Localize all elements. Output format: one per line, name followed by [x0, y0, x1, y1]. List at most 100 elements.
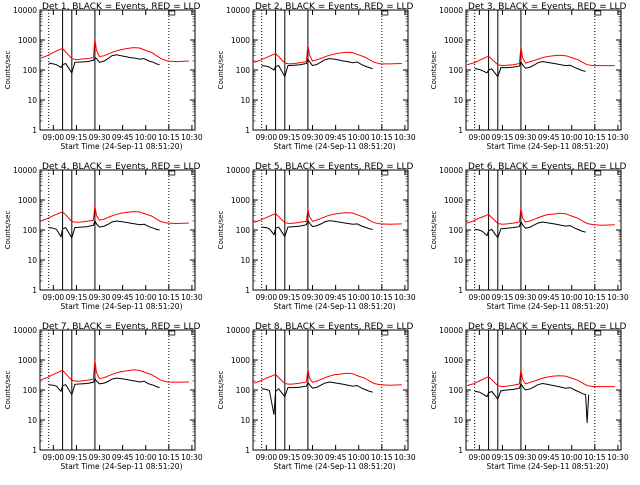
- x-tick-label: 10:15: [158, 293, 180, 302]
- flag-box: [594, 330, 602, 336]
- x-tick-label: 10:00: [348, 293, 370, 302]
- y-tick-label: 100: [449, 66, 464, 75]
- x-axis-label: Start Time (24-Sep-11 08:51:20): [487, 142, 609, 151]
- x-tick-label: 09:45: [112, 293, 134, 302]
- lld-series-line: [253, 368, 402, 386]
- flag-box: [381, 330, 389, 336]
- y-axis-label: Counts/sec: [217, 51, 225, 90]
- x-axis-label: Start Time (24-Sep-11 08:51:20): [61, 462, 183, 471]
- x-tick-label: 09:15: [66, 293, 88, 302]
- y-tick-label: 1: [32, 126, 37, 135]
- plot-frame: [465, 329, 622, 451]
- x-tick-label: 09:15: [66, 453, 88, 462]
- lld-series-line: [253, 44, 402, 65]
- x-tick-label: 09:30: [89, 293, 111, 302]
- x-axis-label: Start Time (24-Sep-11 08:51:20): [274, 462, 396, 471]
- y-axis-label: Counts/sec: [4, 51, 12, 90]
- y-tick-label: 100: [23, 66, 38, 75]
- y-tick-label: 10: [27, 256, 37, 265]
- x-axis-label: Start Time (24-Sep-11 08:51:20): [61, 142, 183, 151]
- plot-frame: [252, 9, 409, 131]
- y-axis-label: Counts/sec: [217, 371, 225, 410]
- detector-panel: Det 4, BLACK = Events, RED = LLD 1 10 100 10…: [4, 162, 203, 311]
- x-tick-label: 09:00: [469, 293, 491, 302]
- y-tick-label: 100: [23, 386, 38, 395]
- y-tick-label: 10000: [226, 326, 250, 335]
- y-axis-label: Counts/sec: [4, 211, 12, 250]
- y-tick-label: 1000: [444, 356, 463, 365]
- x-tick-label: 10:00: [348, 453, 370, 462]
- events-series-line: [261, 381, 373, 415]
- y-tick-label: 1000: [231, 196, 250, 205]
- x-tick-label: 09:00: [469, 453, 491, 462]
- y-tick-label: 10000: [439, 166, 463, 175]
- x-tick-label: 09:15: [66, 133, 88, 142]
- y-tick-label: 10000: [13, 326, 37, 335]
- panel-title: Det 5, BLACK = Events, RED = LLD: [255, 162, 414, 172]
- panel-title: Det 1, BLACK = Events, RED = LLD: [42, 2, 201, 12]
- y-tick-label: 1000: [444, 196, 463, 205]
- y-tick-label: 100: [449, 386, 464, 395]
- x-tick-label: 09:30: [302, 133, 324, 142]
- y-tick-label: 1000: [231, 356, 250, 365]
- y-tick-label: 1000: [18, 36, 37, 45]
- events-series-line: [474, 60, 586, 78]
- x-tick-label: 10:15: [371, 453, 393, 462]
- y-tick-label: 1000: [18, 356, 37, 365]
- x-tick-label: 09:30: [302, 293, 324, 302]
- flag-box: [381, 10, 389, 16]
- y-tick-label: 1000: [444, 36, 463, 45]
- y-tick-label: 10: [240, 416, 250, 425]
- x-tick-label: 09:00: [256, 293, 278, 302]
- y-tick-label: 100: [236, 386, 251, 395]
- y-axis-label: Counts/sec: [430, 211, 438, 250]
- x-tick-label: 10:30: [607, 293, 629, 302]
- y-tick-label: 10: [453, 416, 463, 425]
- y-tick-label: 10000: [439, 326, 463, 335]
- x-tick-label: 10:30: [607, 133, 629, 142]
- x-tick-label: 09:30: [89, 133, 111, 142]
- y-tick-label: 1: [245, 286, 250, 295]
- x-tick-label: 09:45: [325, 293, 347, 302]
- x-tick-label: 10:00: [135, 293, 157, 302]
- y-tick-label: 1000: [18, 196, 37, 205]
- detector-panel: Det 1, BLACK = Events, RED = LLD 1 10 100 10…: [4, 2, 203, 151]
- x-tick-label: 09:45: [325, 133, 347, 142]
- flag-box: [594, 10, 602, 16]
- x-tick-label: 09:45: [112, 133, 134, 142]
- plot-frame: [39, 169, 196, 291]
- y-axis-label: Counts/sec: [4, 371, 12, 410]
- events-series-line: [261, 57, 373, 79]
- detector-panel: Det 9, BLACK = Events, RED = LLD 1 10 100 10…: [430, 322, 629, 471]
- lld-series-line: [253, 208, 402, 225]
- x-tick-label: 09:00: [43, 133, 65, 142]
- y-tick-label: 10000: [13, 166, 37, 175]
- y-axis-label: Counts/sec: [217, 211, 225, 250]
- y-tick-label: 10: [27, 416, 37, 425]
- y-tick-label: 10: [240, 256, 250, 265]
- plot-frame: [39, 9, 196, 131]
- y-tick-label: 100: [449, 226, 464, 235]
- panel-title: Det 4, BLACK = Events, RED = LLD: [42, 162, 201, 172]
- x-tick-label: 10:15: [371, 133, 393, 142]
- lld-series-line: [40, 38, 189, 63]
- x-tick-label: 09:00: [256, 453, 278, 462]
- x-tick-label: 10:00: [348, 133, 370, 142]
- x-tick-label: 10:15: [584, 293, 606, 302]
- x-axis-label: Start Time (24-Sep-11 08:51:20): [274, 142, 396, 151]
- x-tick-label: 09:15: [492, 293, 514, 302]
- plot-frame: [252, 169, 409, 291]
- panel-title: Det 3, BLACK = Events, RED = LLD: [468, 2, 627, 12]
- events-series-line: [474, 382, 590, 423]
- x-tick-label: 09:45: [112, 453, 134, 462]
- x-tick-label: 09:45: [538, 453, 560, 462]
- x-tick-label: 10:15: [371, 293, 393, 302]
- y-tick-label: 1: [245, 446, 250, 455]
- y-tick-label: 10000: [226, 166, 250, 175]
- x-tick-label: 10:15: [158, 133, 180, 142]
- x-tick-label: 09:45: [538, 133, 560, 142]
- y-tick-label: 10: [27, 96, 37, 105]
- detector-panel: Det 2, BLACK = Events, RED = LLD 1 10 100 10…: [217, 2, 416, 151]
- events-series-line: [48, 54, 160, 75]
- plot-frame: [252, 329, 409, 451]
